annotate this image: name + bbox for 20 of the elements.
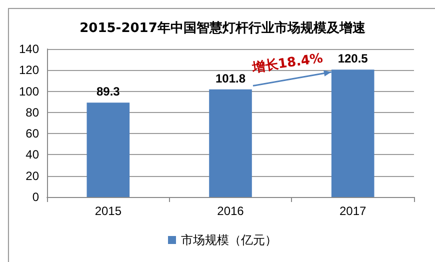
y-tick-label: 120 bbox=[18, 63, 40, 78]
y-tick-label: 140 bbox=[18, 42, 40, 56]
y-tick-label: 0 bbox=[32, 190, 40, 204]
data-label: 101.8 bbox=[215, 71, 246, 86]
bar bbox=[86, 102, 130, 197]
data-label: 120.5 bbox=[338, 52, 368, 66]
bar bbox=[331, 70, 374, 197]
y-tick-label: 20 bbox=[26, 168, 40, 183]
annotation: 增长18.4% bbox=[250, 50, 324, 78]
x-tick-label: 2017 bbox=[339, 204, 367, 218]
x-tick-label: 2016 bbox=[217, 204, 244, 218]
chart-title: 2015-2017年中国智慧灯杆行业市场规模及增速 bbox=[80, 20, 366, 36]
y-tick-label: 60 bbox=[26, 126, 40, 141]
y-tick-label: 100 bbox=[18, 84, 40, 98]
y-tick-label: 40 bbox=[26, 148, 40, 162]
bar bbox=[209, 89, 252, 197]
y-tick-label: 80 bbox=[26, 105, 40, 120]
data-label: 89.3 bbox=[96, 84, 120, 99]
x-tick-label: 2015 bbox=[94, 204, 122, 218]
legend-label: 市场规模（亿元） bbox=[181, 233, 277, 247]
